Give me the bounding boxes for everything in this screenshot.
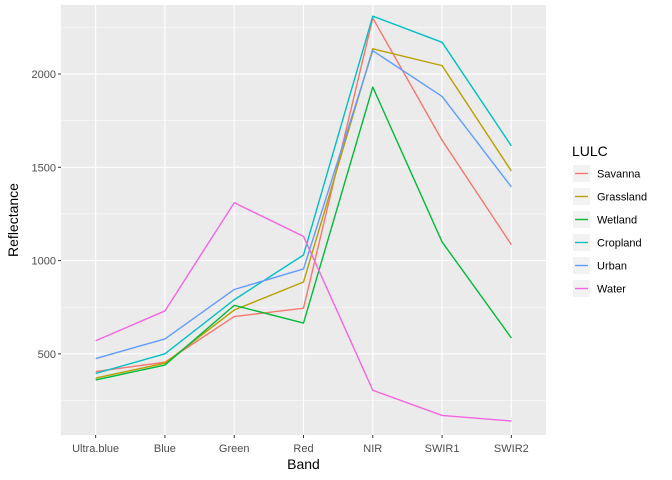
legend-title: LULC [572,143,608,159]
y-tick-label: 1000 [32,256,56,268]
x-tick-label: SWIR1 [425,443,460,455]
legend-label: Urban [597,261,627,273]
series-line-cropland [95,15,512,375]
series-layer [95,15,512,422]
y-tick-label: 2000 [32,69,56,81]
x-tick-label: Red [293,443,313,455]
series-line-grassland [95,48,512,379]
x-tick-label: NIR [363,443,382,455]
legend-label: Grassland [597,192,647,204]
x-axis-title: Band [287,456,320,472]
series-line-wetland [95,86,512,381]
y-tick-label: 500 [38,349,56,361]
legend-label: Savanna [597,169,641,181]
x-tick-label: Green [219,443,250,455]
legend-label: Water [597,284,626,296]
x-tick-label: Ultra.blue [72,443,119,455]
legend-label: Wetland [597,215,637,227]
series-line-savanna [95,17,512,373]
series-line-urban [95,50,512,360]
x-axis: Ultra.blue Blue Green Red NIR SWIR1 SWIR2 [72,435,529,455]
series-line-water [95,202,512,422]
legend: LULC Savanna Grassland Wetland Cropland Urba… [572,143,647,297]
y-tick-label: 1500 [32,162,56,174]
x-tick-label: Blue [154,443,176,455]
y-axis: 500 1000 1500 2000 [32,69,61,361]
legend-label: Cropland [597,238,642,250]
y-axis-title: Reflectance [5,183,21,257]
x-tick-label: SWIR2 [494,443,529,455]
